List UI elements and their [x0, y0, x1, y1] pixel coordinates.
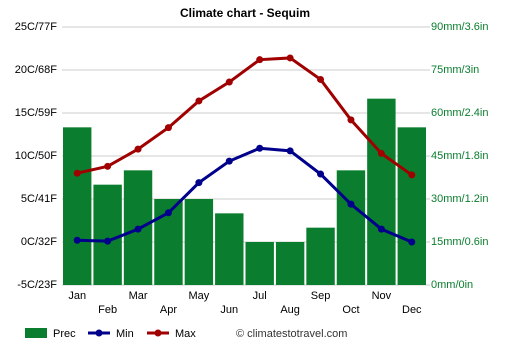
point: [408, 171, 416, 179]
x-tick-label: Aug: [280, 304, 300, 316]
point: [134, 225, 142, 233]
y2-tick-label: 60mm/2.4in: [431, 107, 488, 119]
legend-label: Max: [175, 328, 196, 340]
y2-tick-label: 0mm/0in: [431, 279, 473, 291]
point: [286, 147, 294, 155]
y2-tick-label: 30mm/1.2in: [431, 193, 488, 205]
x-tick-label: Sep: [311, 290, 331, 302]
point: [73, 236, 81, 244]
source: © climatestotravel.com: [236, 328, 347, 340]
bar: [245, 242, 274, 285]
y-tick-label: 0C/32F: [21, 236, 57, 248]
legend-swatch: [95, 329, 103, 337]
x-tick-label: Jun: [220, 304, 238, 316]
point: [347, 200, 355, 208]
point: [377, 225, 385, 233]
x-tick-label: Mar: [129, 290, 148, 302]
point: [377, 149, 385, 157]
point: [317, 75, 325, 83]
point: [408, 238, 416, 246]
point: [73, 169, 81, 177]
y-tick-label: 25C/77F: [15, 21, 57, 33]
point: [164, 209, 172, 217]
bar: [306, 227, 335, 285]
point: [347, 116, 355, 124]
bar: [336, 170, 366, 285]
y-tick-label: -5C/23F: [17, 279, 57, 291]
bar: [215, 213, 244, 285]
point: [256, 56, 264, 64]
x-tick-label: Nov: [372, 290, 392, 302]
bar: [184, 199, 214, 285]
point: [286, 54, 294, 62]
point: [256, 144, 264, 152]
legend-label: Min: [116, 328, 134, 340]
point: [104, 162, 112, 170]
bar: [275, 242, 305, 285]
y2-tick-label: 90mm/3.6in: [431, 21, 488, 33]
bar: [397, 127, 426, 285]
y2-tick-label: 75mm/3in: [431, 64, 479, 76]
y2-tick-label: 45mm/1.8in: [431, 150, 488, 162]
line: [76, 56, 413, 177]
x-tick-label: Jul: [253, 290, 267, 302]
point: [225, 157, 233, 165]
x-tick-label: Oct: [342, 304, 359, 316]
point: [317, 170, 325, 178]
legend-swatch: [25, 328, 47, 338]
y-tick-label: 15C/59F: [15, 107, 57, 119]
line: [77, 146, 413, 244]
x-tick-label: Apr: [160, 304, 177, 316]
point: [225, 78, 233, 86]
point: [195, 97, 203, 105]
point: [164, 124, 172, 132]
y2-tick-label: 15mm/0.6in: [431, 236, 488, 248]
chart-title: Climate chart - Sequim: [180, 6, 310, 20]
bar: [63, 127, 92, 285]
legend-swatch: [154, 329, 162, 337]
point: [195, 179, 203, 187]
x-tick-label: May: [188, 290, 209, 302]
legend-label: Prec: [53, 328, 76, 340]
x-tick-label: Feb: [98, 304, 117, 316]
point: [104, 237, 112, 245]
point: [134, 145, 142, 153]
y-tick-label: 10C/50F: [15, 150, 57, 162]
y-tick-label: 5C/41F: [21, 193, 57, 205]
x-tick-label: Dec: [402, 304, 422, 316]
bar: [367, 98, 396, 286]
x-tick-label: Jan: [68, 290, 86, 302]
y-tick-label: 20C/68F: [15, 64, 57, 76]
bar: [93, 184, 122, 285]
